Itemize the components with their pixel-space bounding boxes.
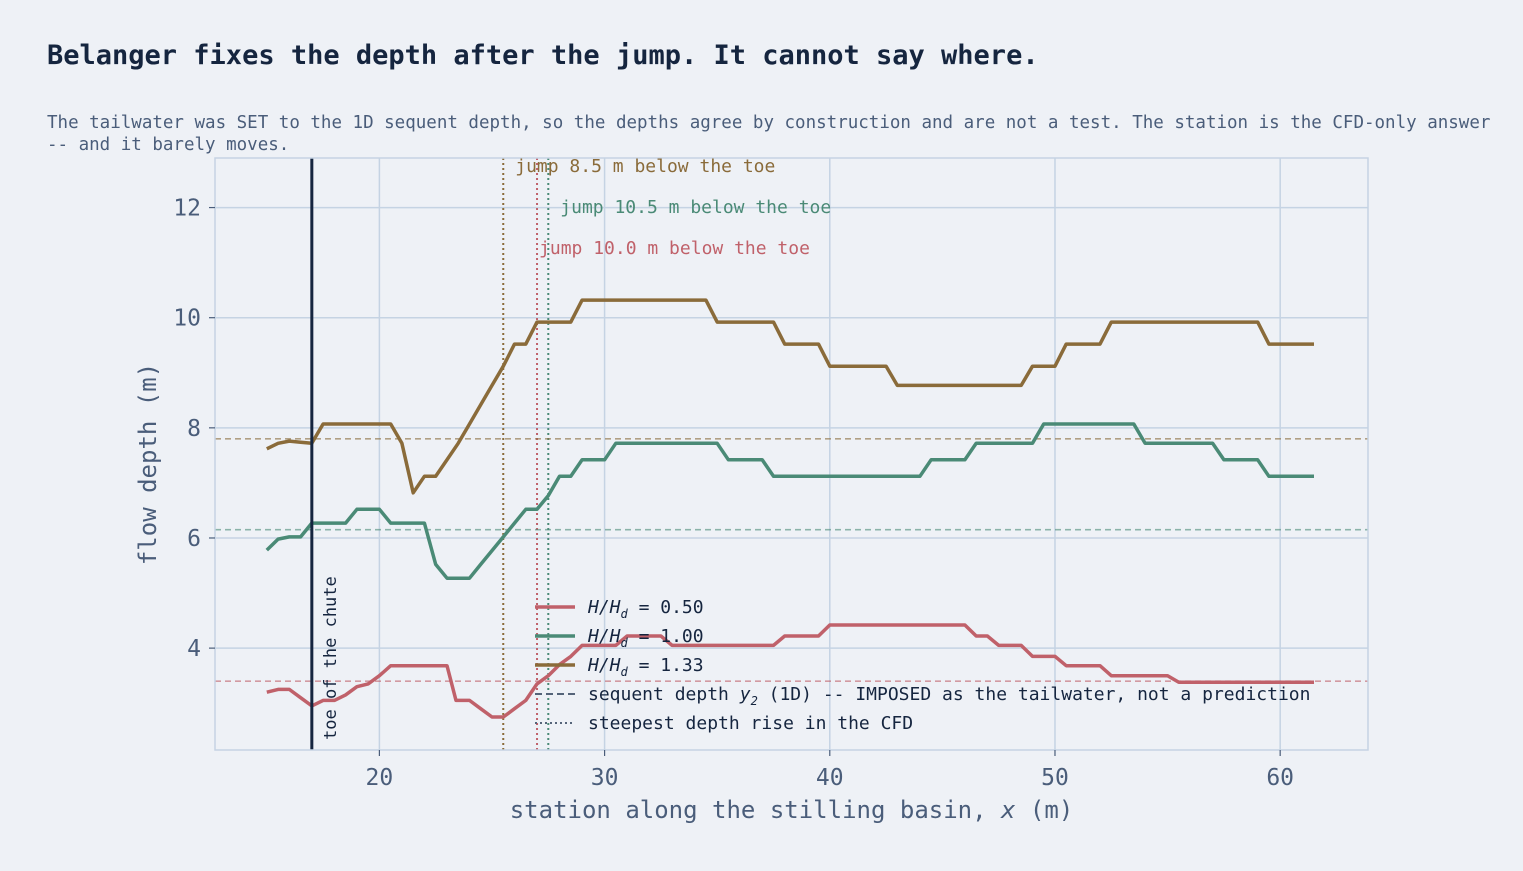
chart-subtitle: The tailwater was SET to the 1D sequent …	[47, 113, 1491, 155]
grid	[215, 158, 1368, 750]
legend-entry: H/Hd = 1.33	[587, 655, 704, 679]
y-tick-label: 4	[187, 636, 201, 662]
y-axis-label: flow depth (m)	[134, 363, 162, 565]
jump-annotation: jump 10.5 m below the toe	[560, 197, 831, 218]
jump-annotation: jump 8.5 m below the toe	[515, 156, 775, 177]
series-line	[265, 422, 1314, 580]
legend-entry: H/Hd = 0.50	[587, 597, 704, 621]
axis-ticks: 20 30 40 50 60 4 6 8 10 12	[173, 196, 1294, 791]
y-tick-label: 10	[173, 306, 201, 332]
y-tick-label: 6	[187, 526, 201, 552]
series-line	[266, 623, 1314, 719]
legend-entry: H/Hd = 1.00	[587, 626, 704, 650]
toe-label: toe of the chute	[321, 576, 341, 740]
x-tick-label: 30	[591, 765, 619, 791]
x-tick-label: 50	[1041, 765, 1069, 791]
x-tick-label: 40	[816, 765, 844, 791]
legend-entry: sequent depth y2 (1D) -- IMPOSED as the …	[588, 684, 1310, 708]
toe-marker: toe of the chute	[310, 158, 341, 750]
series-lines	[265, 298, 1314, 719]
chart-title: Belanger fixes the depth after the jump.…	[47, 40, 1039, 71]
legend: H/Hd = 0.50 H/Hd = 1.00 H/Hd = 1.33 sequent…	[535, 597, 1310, 734]
series-line	[266, 298, 1314, 495]
y-tick-label: 12	[173, 196, 201, 222]
y-tick-label: 8	[187, 416, 201, 442]
legend-entry: steepest depth rise in the CFD	[588, 713, 913, 734]
jump-annotations: jump 10.0 m below the toe jump 10.5 m bel…	[515, 156, 831, 259]
x-axis-label: station along the stilling basin, x (m)	[510, 796, 1074, 824]
jump-annotation: jump 10.0 m below the toe	[539, 238, 810, 259]
x-tick-label: 60	[1266, 765, 1294, 791]
plot-frame	[214, 157, 1369, 751]
x-tick-label: 20	[366, 765, 394, 791]
